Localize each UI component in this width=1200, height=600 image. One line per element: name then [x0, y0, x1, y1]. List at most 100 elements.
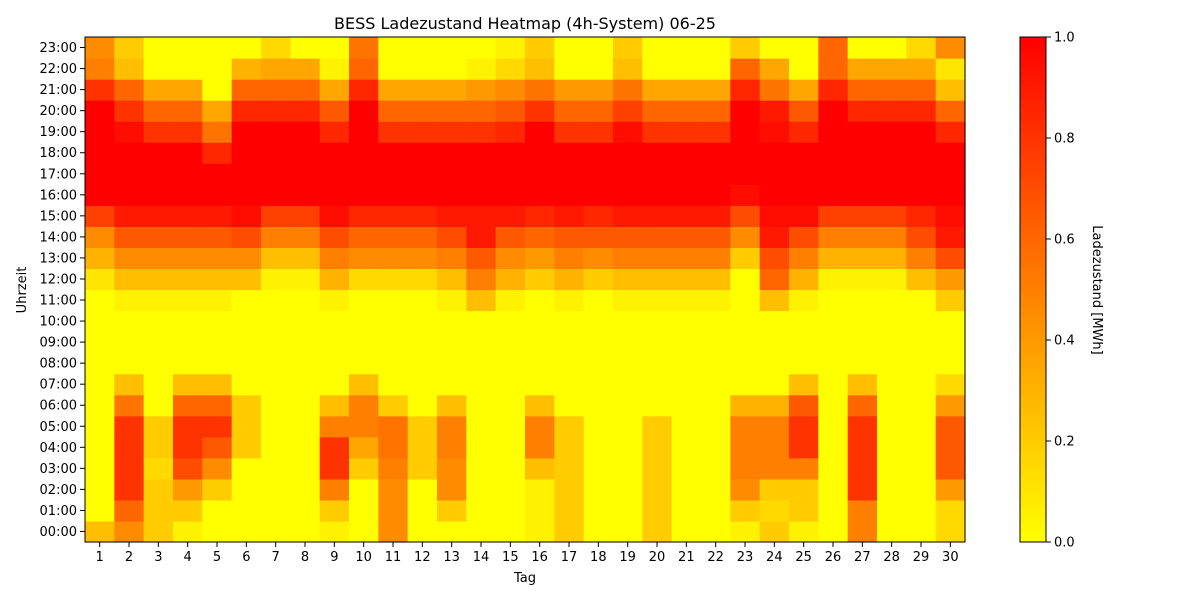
heatmap-cell [202, 289, 233, 312]
heatmap-cell [642, 79, 673, 101]
heatmap-cell [642, 142, 673, 164]
heatmap-cell [173, 478, 203, 501]
heatmap-cell [143, 415, 174, 438]
heatmap-cell [290, 142, 321, 164]
x-tick-label: 5 [213, 550, 221, 565]
heatmap-cell [583, 205, 614, 227]
heatmap-cell [437, 520, 467, 543]
heatmap-cell [935, 457, 966, 480]
heatmap-cell [173, 58, 203, 80]
heatmap-cell [671, 121, 702, 143]
heatmap-cell [143, 457, 174, 480]
heatmap-cell [407, 457, 438, 480]
y-tick-label: 01:00 [40, 504, 77, 519]
heatmap-cell [495, 499, 526, 522]
heatmap-cell [173, 268, 203, 291]
heatmap-cell [935, 436, 966, 459]
heatmap-cell [231, 331, 262, 354]
heatmap-cells [85, 37, 966, 543]
heatmap-cell [85, 79, 115, 101]
heatmap-cell [261, 268, 291, 291]
x-tick-label: 6 [242, 550, 250, 565]
heatmap-cell [349, 205, 379, 227]
heatmap-cell [642, 352, 673, 375]
heatmap-cell [407, 247, 438, 270]
heatmap-cell [85, 163, 115, 185]
heatmap-cell [261, 499, 291, 522]
heatmap-cell [495, 79, 526, 101]
heatmap-cell [349, 226, 379, 249]
heatmap-cell [290, 79, 321, 101]
heatmap-cell [466, 499, 497, 522]
heatmap-cell [437, 415, 467, 438]
heatmap-cell [818, 520, 849, 543]
heatmap-cell [613, 415, 643, 438]
heatmap-cell [642, 289, 673, 312]
heatmap-cell [789, 121, 819, 143]
heatmap-cell [759, 289, 790, 312]
heatmap-cell [642, 37, 673, 59]
heatmap-cell [143, 373, 174, 396]
heatmap-cell [525, 247, 555, 270]
heatmap-cell [906, 121, 937, 143]
heatmap-cell [613, 142, 643, 164]
heatmap-cell [231, 163, 262, 185]
heatmap-cell [202, 394, 233, 417]
heatmap-cell [319, 247, 350, 270]
heatmap-cell [935, 37, 966, 59]
heatmap-cell [466, 394, 497, 417]
heatmap-cell [202, 247, 233, 270]
heatmap-cell [818, 184, 849, 206]
heatmap-cell [525, 499, 555, 522]
heatmap-cell [583, 163, 614, 185]
heatmap-cell [613, 163, 643, 185]
heatmap-cell [202, 352, 233, 375]
heatmap-cell [730, 457, 761, 480]
heatmap-cell [789, 205, 819, 227]
heatmap-cell [759, 37, 790, 59]
heatmap-cell [466, 247, 497, 270]
heatmap-cell [202, 226, 233, 249]
heatmap-cell [701, 247, 731, 270]
heatmap-cell [173, 79, 203, 101]
heatmap-cell [935, 247, 966, 270]
heatmap-cell [173, 520, 203, 543]
heatmap-cell [466, 79, 497, 101]
heatmap-cell [613, 520, 643, 543]
heatmap-cell [759, 331, 790, 354]
x-tick-label: 10 [355, 550, 372, 565]
heatmap-cell [613, 100, 643, 122]
heatmap-cell [143, 310, 174, 333]
heatmap-cell [583, 247, 614, 270]
heatmap-cell [671, 58, 702, 80]
heatmap-cell [583, 352, 614, 375]
x-tick-label: 23 [737, 550, 754, 565]
heatmap-cell [319, 121, 350, 143]
heatmap-cell [525, 100, 555, 122]
heatmap-cell [466, 100, 497, 122]
heatmap-cell [202, 163, 233, 185]
heatmap-cell [378, 310, 409, 333]
heatmap-cell [290, 499, 321, 522]
heatmap-cell [143, 478, 174, 501]
heatmap-cell [495, 436, 526, 459]
heatmap-cell [114, 100, 145, 122]
heatmap-cell [583, 142, 614, 164]
heatmap-cell [554, 289, 585, 312]
heatmap-cell [906, 499, 937, 522]
heatmap-cell [319, 163, 350, 185]
y-tick-label: 16:00 [40, 188, 77, 203]
y-tick-label: 09:00 [40, 336, 77, 351]
heatmap-cell [85, 58, 115, 80]
y-tick-label: 10:00 [40, 315, 77, 330]
heatmap-cell [671, 79, 702, 101]
heatmap-cell [114, 163, 145, 185]
heatmap-cell [701, 205, 731, 227]
heatmap-cell [671, 394, 702, 417]
heatmap-cell [730, 205, 761, 227]
x-tick-label: 8 [301, 550, 309, 565]
heatmap-cell [847, 163, 878, 185]
y-tick-label: 15:00 [40, 209, 77, 224]
heatmap-cell [906, 478, 937, 501]
heatmap-cell [349, 289, 379, 312]
